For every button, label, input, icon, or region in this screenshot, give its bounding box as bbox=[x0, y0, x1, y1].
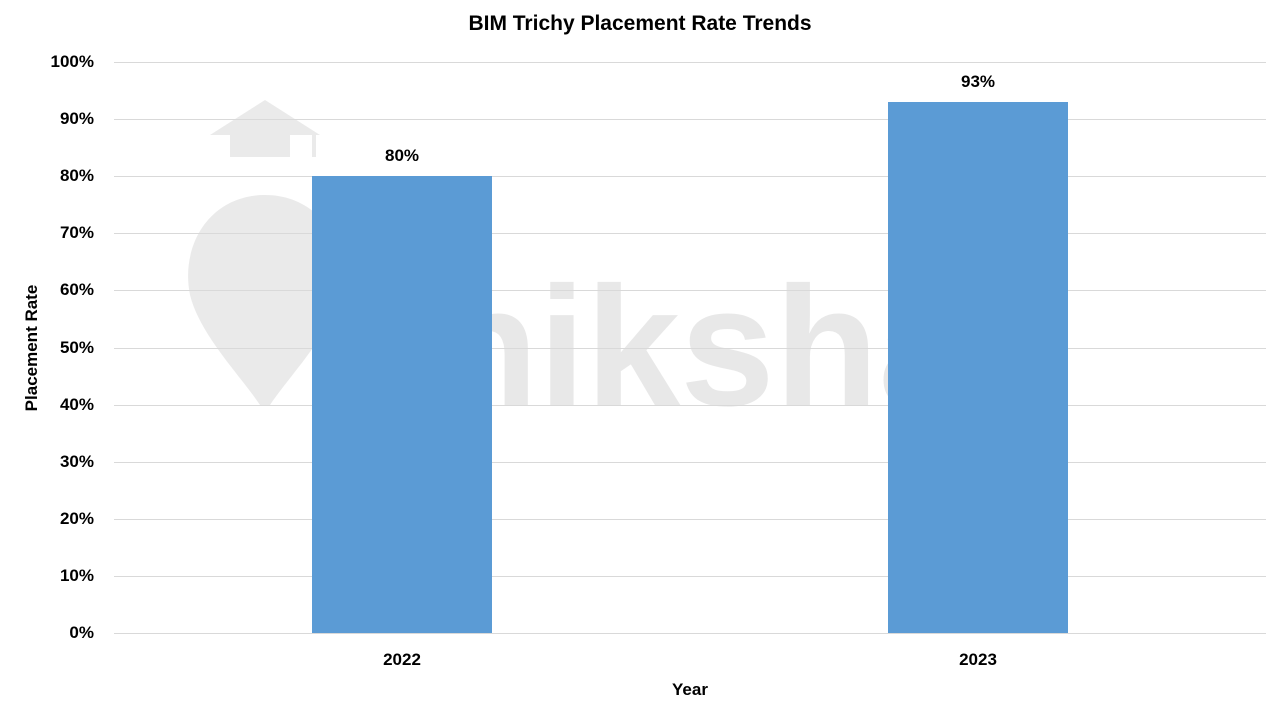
y-tick-label: 30% bbox=[59, 451, 94, 471]
y-tick-label: 90% bbox=[59, 109, 94, 129]
y-tick-label: 50% bbox=[59, 337, 94, 357]
gridline bbox=[114, 233, 1266, 235]
gridline bbox=[114, 62, 1266, 63]
plot-area: 80% 93% bbox=[114, 62, 1266, 634]
gridline bbox=[114, 575, 1266, 577]
gridline bbox=[114, 461, 1266, 463]
data-label: 80% bbox=[384, 146, 420, 166]
y-tick-label: 70% bbox=[59, 223, 94, 243]
y-tick-label: 60% bbox=[59, 280, 94, 300]
gridline bbox=[114, 290, 1266, 292]
y-tick-label: 0% bbox=[69, 623, 94, 642]
data-label: 93% bbox=[960, 71, 996, 91]
gridline bbox=[114, 518, 1266, 520]
x-axis-label: Year bbox=[672, 680, 708, 699]
y-tick-label: 20% bbox=[59, 508, 94, 528]
gridline bbox=[114, 119, 1266, 121]
y-tick-label: 100% bbox=[50, 52, 94, 71]
gridline bbox=[114, 633, 1266, 634]
y-tick-label: 10% bbox=[59, 565, 94, 585]
gridline bbox=[114, 176, 1266, 178]
chart-title: BIM Trichy Placement Rate Trends bbox=[468, 12, 812, 35]
x-tick-label: 2023 bbox=[959, 650, 997, 669]
gridline bbox=[114, 404, 1266, 406]
y-tick-label: 80% bbox=[59, 166, 94, 186]
x-tick-label: 2022 bbox=[383, 650, 421, 669]
gridline bbox=[114, 347, 1266, 349]
bar-2022 bbox=[312, 176, 492, 633]
bar-2023 bbox=[888, 101, 1068, 633]
y-tick-label: 40% bbox=[59, 394, 94, 414]
